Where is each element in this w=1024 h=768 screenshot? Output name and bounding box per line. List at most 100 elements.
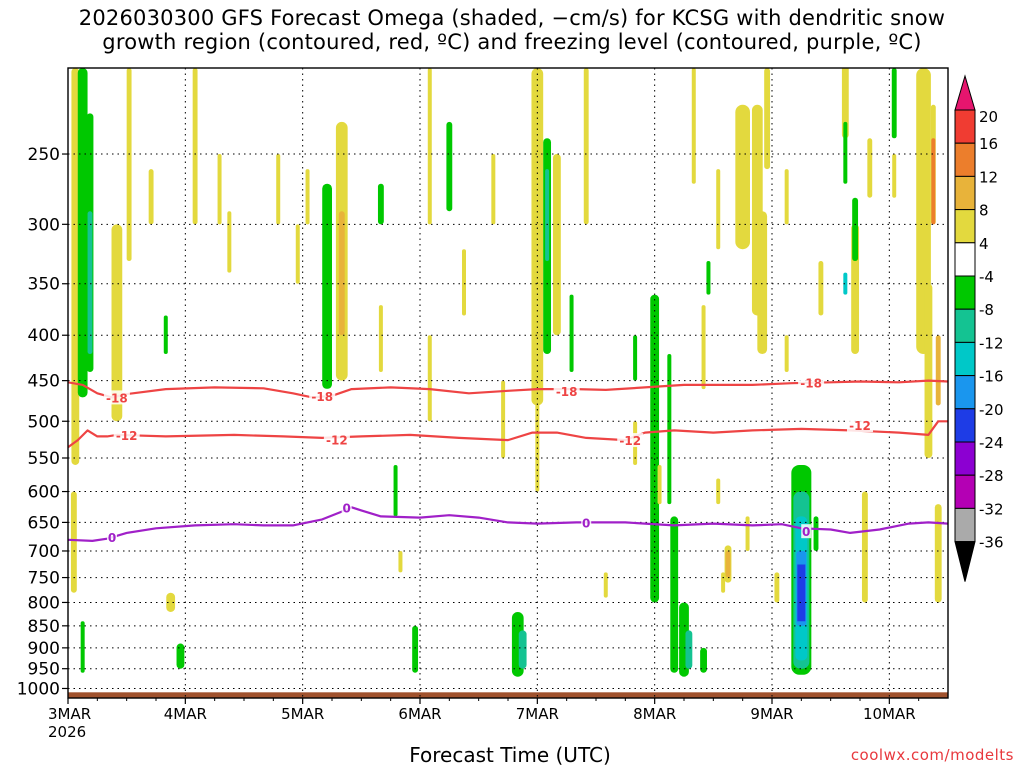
contour-label: -12 bbox=[116, 429, 138, 443]
contour-label-bg bbox=[801, 524, 812, 539]
omega-region bbox=[701, 305, 706, 390]
contour-label-bg bbox=[617, 433, 644, 448]
y-tick-label: 900 bbox=[28, 639, 60, 659]
omega-region bbox=[111, 224, 123, 422]
omega-region bbox=[784, 169, 789, 225]
x-tick-label: 9MAR bbox=[750, 705, 793, 723]
omega-region bbox=[721, 572, 726, 593]
omega-region bbox=[166, 592, 176, 612]
omega-region bbox=[276, 154, 281, 225]
omega-region bbox=[725, 550, 731, 578]
x-tick-sublabel: 2026 bbox=[48, 723, 86, 741]
colorbar-box bbox=[954, 175, 976, 211]
omega-region bbox=[852, 197, 859, 262]
y-axis: 2503003504004505005506006507007508008509… bbox=[17, 145, 68, 699]
colorbar-label: -36 bbox=[979, 534, 1004, 552]
omega-region bbox=[338, 211, 345, 336]
contour-label-bg bbox=[341, 500, 352, 515]
omega-region bbox=[398, 550, 403, 573]
colorbar-arrow-top bbox=[954, 74, 976, 111]
colorbar-label: 12 bbox=[979, 168, 998, 186]
omega-region bbox=[531, 68, 544, 406]
omega-region bbox=[667, 354, 672, 505]
x-tick-label: 3MAR bbox=[48, 705, 91, 723]
omega-region bbox=[691, 68, 696, 184]
colorbar-label: 8 bbox=[979, 202, 989, 220]
omega-region bbox=[70, 491, 77, 593]
omega-region bbox=[583, 68, 589, 225]
colorbar-label: -16 bbox=[979, 368, 1004, 386]
y-tick-label: 1000 bbox=[17, 679, 60, 699]
omega-region bbox=[552, 154, 561, 336]
omega-region bbox=[716, 169, 721, 250]
contour-label-bg bbox=[581, 515, 592, 530]
colorbar-box bbox=[954, 341, 976, 377]
colorbar-label: 16 bbox=[979, 135, 998, 153]
colorbar-box bbox=[954, 142, 976, 177]
omega-region bbox=[867, 138, 873, 198]
contour-label: 0 bbox=[342, 501, 350, 515]
colorbar-label: 20 bbox=[979, 108, 998, 126]
colorbar-label: 4 bbox=[979, 235, 989, 253]
omega-region bbox=[462, 249, 466, 316]
omega-region bbox=[657, 464, 662, 505]
omega-region bbox=[71, 68, 80, 465]
y-tick-label: 700 bbox=[28, 542, 60, 562]
credit-link[interactable]: coolwx.com/modelts bbox=[850, 746, 1014, 764]
omega-region bbox=[295, 224, 300, 284]
omega-region bbox=[80, 621, 85, 673]
contour-label-bg bbox=[113, 427, 140, 442]
omega-region bbox=[735, 104, 750, 250]
omega-region bbox=[843, 272, 848, 295]
omega-region bbox=[77, 68, 88, 398]
contour-0 bbox=[68, 506, 948, 542]
colorbar-box bbox=[954, 507, 976, 543]
contour-label-bg bbox=[309, 388, 336, 403]
colorbar-label: -12 bbox=[979, 334, 1004, 352]
contour-lines: -18 -18 -18 -18 -12 -12 -12 -12 0 0 0 0 bbox=[68, 375, 948, 545]
omega-region bbox=[393, 464, 398, 517]
chart-title-line1: 2026030300 GFS Forecast Omega (shaded, −… bbox=[78, 6, 946, 30]
colorbar-label: -28 bbox=[979, 467, 1004, 485]
colorbar-box bbox=[954, 275, 976, 310]
y-tick-label: 950 bbox=[28, 660, 60, 680]
omega-region bbox=[176, 643, 185, 669]
omega-region bbox=[163, 315, 168, 355]
contour-label-bg bbox=[798, 375, 825, 390]
omega-region bbox=[774, 572, 780, 603]
colorbar-label: -20 bbox=[979, 401, 1004, 419]
x-tick-label: 4MAR bbox=[164, 705, 207, 723]
omega-region bbox=[227, 211, 232, 273]
contour-label-bg bbox=[103, 390, 130, 405]
omega-region bbox=[378, 305, 383, 372]
contour-label: 0 bbox=[582, 516, 590, 530]
omega-region bbox=[192, 68, 198, 225]
omega-region bbox=[412, 625, 419, 673]
colorbar-box bbox=[954, 242, 976, 277]
y-tick-label: 850 bbox=[28, 617, 60, 637]
omega-region bbox=[569, 294, 574, 372]
omega-region bbox=[545, 169, 550, 262]
y-tick-label: 250 bbox=[28, 145, 60, 165]
x-tick-label: 5MAR bbox=[281, 705, 324, 723]
omega-region bbox=[501, 380, 506, 458]
omega-region bbox=[305, 169, 310, 225]
omega-region bbox=[700, 647, 707, 673]
contour-label: -12 bbox=[849, 419, 871, 433]
contour-label: 0 bbox=[108, 531, 116, 545]
omega-region bbox=[518, 630, 527, 669]
omega-region bbox=[603, 572, 608, 598]
colorbar-box bbox=[954, 109, 976, 144]
y-tick-label: 650 bbox=[28, 513, 60, 533]
omega-region bbox=[931, 138, 936, 225]
contour-label: -18 bbox=[106, 391, 128, 405]
contour-label-bg bbox=[107, 529, 117, 544]
omega-region bbox=[764, 68, 771, 170]
omega-region bbox=[670, 516, 679, 673]
colorbar-box bbox=[954, 408, 976, 443]
omega-region bbox=[377, 183, 384, 225]
omega-region bbox=[126, 68, 132, 262]
omega-region bbox=[934, 504, 942, 603]
x-tick-label: 7MAR bbox=[516, 705, 559, 723]
colorbar-box bbox=[954, 375, 976, 410]
